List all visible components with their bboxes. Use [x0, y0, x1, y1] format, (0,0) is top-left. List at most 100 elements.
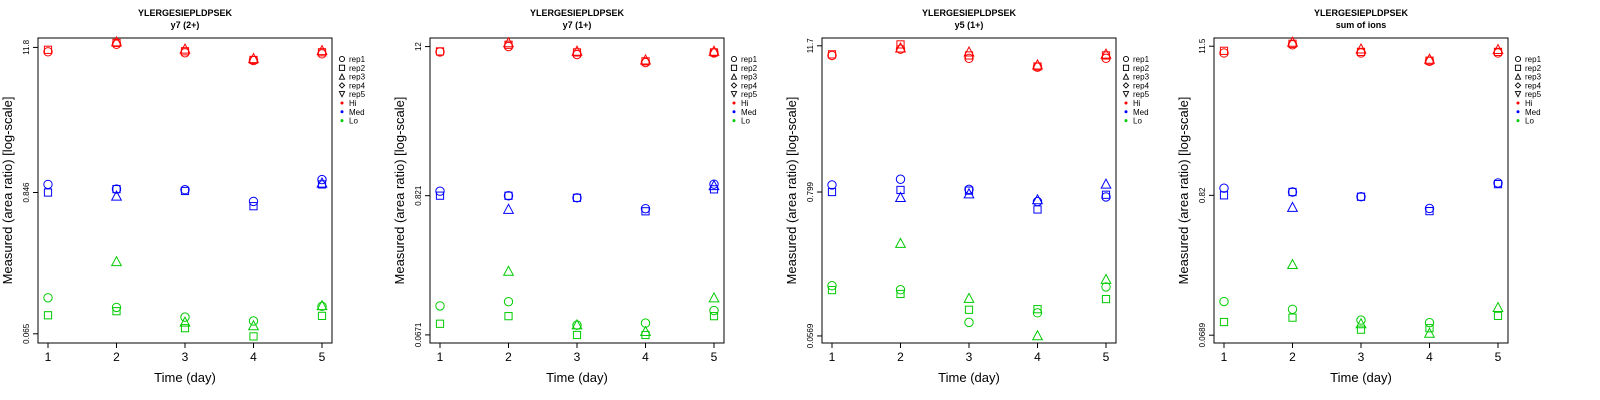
x-tick-label: 3 [1358, 350, 1365, 364]
y-tick-label: 0.0671 [414, 322, 423, 347]
data-point-hi-rep3 [1355, 42, 1367, 54]
data-point-lo-rep2 [1288, 313, 1297, 322]
data-point-med-rep1 [1424, 203, 1435, 214]
legend-label: Med [1133, 108, 1149, 117]
data-point-hi-rep3 [316, 44, 328, 56]
legend-item-lo: Lo [732, 117, 750, 126]
data-point-lo-rep1 [895, 285, 906, 295]
data-point-lo-rep2 [572, 330, 582, 340]
legend-marker [1514, 64, 1522, 71]
legend-item-lo: Lo [1516, 117, 1534, 126]
x-tick-label: 4 [250, 350, 257, 364]
legend-item-rep4: rep4 [1122, 81, 1150, 90]
data-point-hi-rep1 [111, 39, 122, 49]
data-point-lo-rep2 [709, 312, 719, 321]
legend-label: Lo [1133, 117, 1142, 126]
data-point-lo-rep1 [435, 301, 445, 311]
data-point-lo-rep3 [1355, 317, 1367, 329]
legend-marker [1122, 55, 1130, 63]
legend-label: rep2 [349, 64, 366, 73]
data-point-lo-rep2 [504, 312, 513, 321]
x-tick-label: 3 [574, 350, 581, 364]
y-tick-label: 0.0689 [1198, 322, 1207, 347]
data-point-med-rep1 [43, 179, 53, 190]
legend-marker [338, 82, 346, 89]
data-point-med-rep3 [316, 177, 328, 188]
x-axis-label: Time (day) [546, 370, 608, 385]
data-point-lo-rep2 [896, 289, 905, 299]
legend-item-rep4: rep4 [1514, 81, 1542, 90]
data-point-lo-rep3 [1492, 301, 1504, 313]
y-tick-label: 0.82 [1198, 187, 1207, 203]
data-point-hi-rep3 [1286, 36, 1299, 47]
data-point-med-rep2 [641, 207, 650, 216]
y-axis-label: Measured (area ratio) [log-scale] [784, 97, 799, 285]
legend-label: Hi [1525, 99, 1533, 108]
data-point-lo-rep3 [110, 255, 123, 267]
data-point-hi-rep3 [110, 35, 123, 47]
legend-item-rep1: rep1 [1514, 55, 1542, 64]
data-point-med-rep1 [435, 186, 445, 196]
legend-label: rep4 [1525, 81, 1542, 90]
data-point-hi-rep3 [247, 52, 260, 64]
legend-item-med: Med [1124, 108, 1149, 117]
data-point-lo-rep2 [1219, 317, 1229, 327]
y-tick-label: 11.7 [806, 38, 815, 54]
legend-item-rep3: rep3 [1122, 73, 1150, 82]
data-point-med-rep2 [1356, 192, 1366, 201]
data-point-lo-rep1 [827, 281, 837, 291]
legend-label: rep1 [1133, 55, 1150, 64]
x-tick-label: 2 [897, 350, 904, 364]
legend-color-dot [732, 110, 736, 114]
x-tick-label: 4 [1034, 350, 1041, 364]
data-point-med-rep2 [964, 186, 974, 195]
legend-label: Lo [1525, 117, 1534, 126]
data-point-lo-rep3 [1286, 258, 1299, 270]
chart-subtitle: y7 (1+) [563, 20, 592, 30]
legend-item-rep4: rep4 [730, 81, 758, 90]
data-point-med-rep2 [1493, 180, 1503, 189]
data-point-med-rep3 [1286, 201, 1299, 212]
data-point-hi-rep3 [708, 45, 720, 56]
legend-label: rep5 [1133, 90, 1150, 99]
y-tick-label: 11.5 [1198, 38, 1207, 54]
data-point-hi-rep3 [1492, 43, 1504, 55]
legend-label: Hi [741, 99, 749, 108]
legend-item-rep3: rep3 [730, 73, 758, 82]
data-point-lo-rep1 [1219, 296, 1229, 307]
data-point-lo-rep2 [641, 330, 650, 340]
data-point-lo-rep2 [435, 319, 445, 328]
chart-subtitle: sum of ions [1336, 20, 1387, 30]
legend-label: rep3 [1133, 73, 1150, 82]
legend-marker [338, 72, 346, 80]
data-point-med-rep3 [110, 190, 123, 201]
data-point-med-rep2 [1101, 190, 1111, 199]
data-point-hi-rep2 [896, 40, 905, 49]
data-point-lo-rep1 [1424, 317, 1435, 328]
data-point-hi-rep3 [571, 45, 583, 56]
legend-marker [730, 55, 738, 63]
data-point-hi-rep3 [179, 43, 191, 54]
legend-color-dot [1124, 110, 1128, 114]
data-point-med-rep1 [317, 174, 327, 185]
legend-marker [730, 91, 738, 98]
x-axis-label: Time (day) [938, 370, 1000, 385]
data-point-lo-rep1 [180, 312, 190, 322]
legend-item-rep1: rep1 [730, 55, 758, 64]
legend-item-hi: Hi [1124, 99, 1141, 108]
data-point-lo-rep1 [111, 302, 122, 313]
data-point-med-rep2 [827, 187, 837, 197]
plot-frame [429, 37, 725, 344]
data-point-lo-rep3 [639, 325, 652, 337]
data-point-med-rep1 [503, 191, 514, 201]
data-point-med-rep2 [1288, 187, 1297, 197]
x-axis-label: Time (day) [1330, 370, 1392, 385]
data-point-med-rep1 [1493, 178, 1503, 188]
plot-frame [821, 37, 1117, 344]
legend-label: rep4 [741, 81, 758, 90]
legend-item-hi: Hi [1516, 99, 1533, 108]
x-tick-label: 1 [829, 350, 836, 364]
legend-marker [1122, 91, 1130, 98]
legend-item-rep2: rep2 [1514, 64, 1542, 73]
data-point-med-rep2 [43, 188, 53, 197]
